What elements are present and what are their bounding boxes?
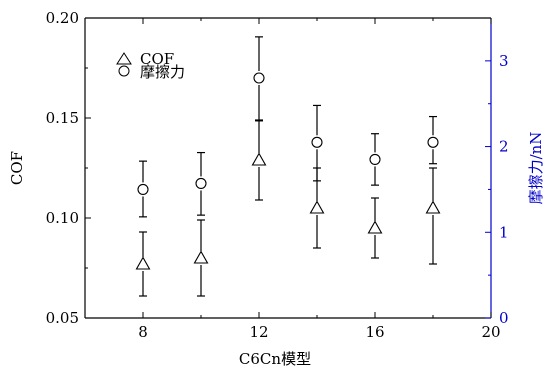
x-tick-label: 8 xyxy=(138,323,148,341)
y-left-tick-label: 0.15 xyxy=(46,109,79,127)
friction-point xyxy=(137,183,149,195)
y-left-tick-label: 0.10 xyxy=(46,209,79,227)
y-right-tick-label: 1 xyxy=(499,223,509,241)
cof-point xyxy=(135,256,151,270)
y-right-tick-label: 3 xyxy=(499,52,509,70)
cof-point xyxy=(193,250,209,264)
y-right-tick-label: 2 xyxy=(499,138,509,156)
friction-point xyxy=(195,177,207,189)
legend-label-friction: 摩擦力 xyxy=(140,63,185,81)
y-right-tick-label: 0 xyxy=(499,309,509,327)
legend-triangle-icon xyxy=(116,52,132,65)
y-axis-right-label: 摩擦力/nN xyxy=(527,132,545,205)
x-tick-label: 16 xyxy=(365,323,384,341)
friction-point xyxy=(311,136,323,148)
y-axis-left-label: COF xyxy=(8,151,26,185)
data-marks xyxy=(135,36,441,297)
x-tick-label: 12 xyxy=(249,323,268,341)
cof-point xyxy=(367,220,383,234)
legend-circle-icon xyxy=(118,65,130,77)
y-left-tick-label: 0.20 xyxy=(46,9,79,27)
x-tick-label: 20 xyxy=(481,323,500,341)
legend-label-cof: COF xyxy=(140,50,174,68)
legend: COF 摩擦力 xyxy=(116,50,185,81)
x-axis-label: C6Cn模型 xyxy=(239,350,311,368)
friction-point xyxy=(427,136,439,148)
friction-point xyxy=(253,72,265,84)
cof-point xyxy=(309,200,325,214)
y-left-tick-label: 0.05 xyxy=(46,309,79,327)
cof-point xyxy=(251,152,267,166)
cof-point xyxy=(425,200,441,214)
friction-point xyxy=(369,153,381,165)
